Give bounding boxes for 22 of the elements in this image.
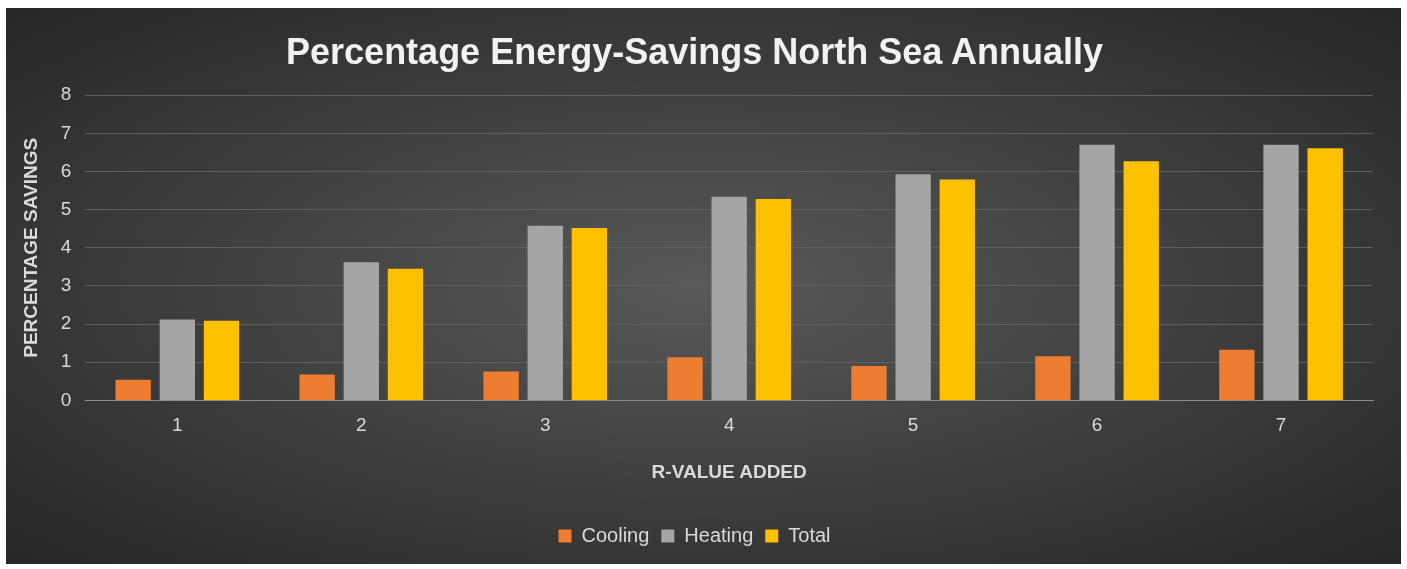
y-tick-label: 8 [60, 83, 72, 105]
y-axis-title: PERCENTAGE SAVINGS [19, 137, 41, 358]
y-tick-label: 0 [60, 388, 72, 410]
x-tick-label: 2 [356, 414, 367, 436]
y-tick-label: 2 [60, 312, 72, 334]
x-tick-label: 7 [1275, 414, 1287, 436]
chart-title: Percentage Energy-Savings North Sea Annually [286, 30, 1103, 72]
x-tick-label: 3 [539, 414, 551, 436]
x-tick-label: 4 [723, 414, 735, 436]
x-tick-label: 1 [172, 414, 183, 436]
legend-label: Cooling [581, 523, 650, 546]
y-tick-label: 7 [60, 121, 72, 143]
x-tick-label: 6 [1091, 414, 1103, 436]
y-tick-label: 1 [60, 350, 72, 372]
x-axis-title: R-VALUE ADDED [651, 460, 807, 482]
y-tick-label: 5 [60, 197, 72, 219]
y-tick-label: 3 [60, 274, 72, 296]
y-tick-label: 6 [60, 159, 72, 181]
legend-label: Total [788, 523, 831, 546]
y-tick-label: 4 [60, 236, 72, 258]
x-tick-label: 5 [907, 414, 919, 436]
legend-label: Heating [684, 523, 754, 546]
